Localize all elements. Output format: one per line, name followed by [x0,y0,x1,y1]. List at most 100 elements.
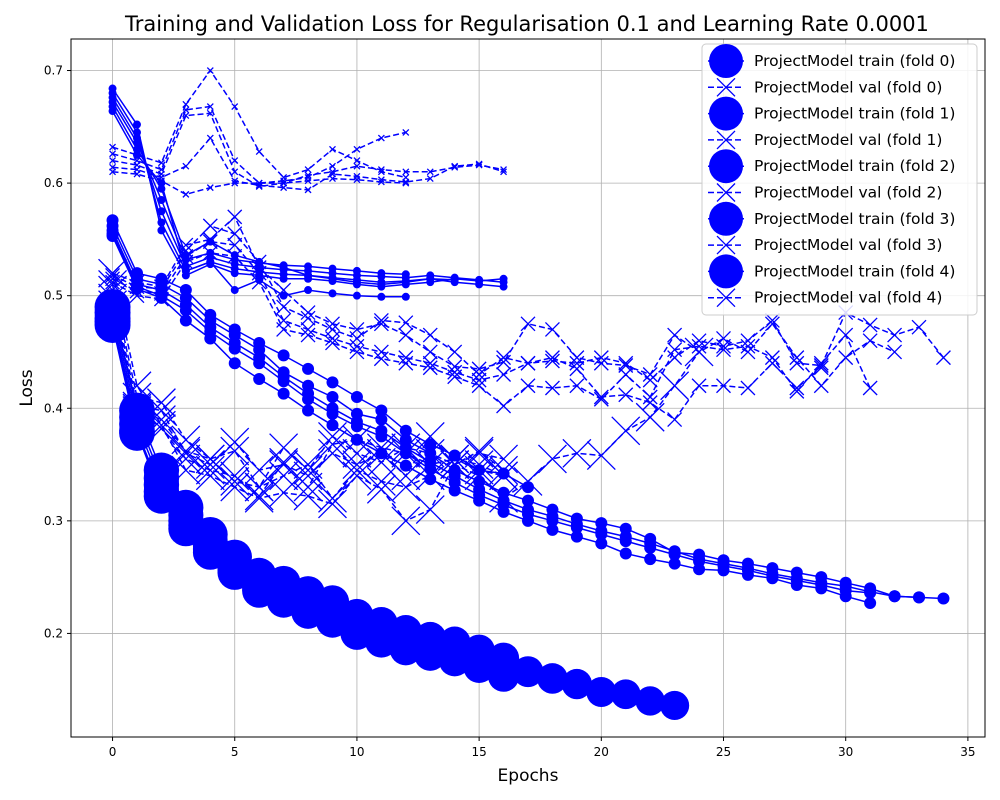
train-point [352,291,361,300]
train-point [668,548,681,561]
train-point [741,568,754,581]
val-point [887,344,903,360]
val-point [293,461,323,491]
train-point [179,314,192,327]
train-point [913,591,926,604]
axis-ticks: 0 5 10 15 20 25 30 35 0.2 0.3 0.4 0.5 0.6 0.7 [44,64,976,759]
val-point [716,378,731,394]
val-point [813,358,829,373]
legend-label: ProjectModel val (fold 0) [754,78,942,96]
val-point [489,444,519,474]
val-point [415,461,445,491]
val-point [398,327,414,343]
legend-train-marker [709,149,743,184]
train-point [570,530,583,543]
train-point [438,644,471,677]
train-point [537,663,568,694]
val-point [426,168,434,176]
val-point [544,350,560,366]
val-point [304,166,312,174]
val-point [496,354,512,370]
train-point [328,274,337,283]
val-point [300,327,316,343]
val-point [500,168,508,176]
val-point [716,338,731,354]
val-point [178,254,194,270]
val-point [489,461,519,491]
train-point [228,357,241,370]
val-point [862,380,878,396]
train-point [815,582,828,595]
val-point [98,269,128,299]
val-point [635,402,665,432]
val-point [220,427,250,457]
train-point [326,419,339,432]
train-point [595,528,608,541]
val-point [220,466,250,496]
val-point [377,166,385,174]
val-point [447,364,463,380]
val-point [171,444,201,474]
val-point [373,351,389,367]
val-point [146,414,176,443]
legend-item: ProjectModel val (fold 3) [708,235,942,255]
val-point [227,237,243,253]
val-point [182,100,190,108]
val-point [109,150,117,158]
val-point [475,160,483,168]
val-point [329,145,336,153]
val-point [353,157,361,165]
train-point [546,514,559,527]
val-series [105,245,878,414]
val-point [500,166,508,174]
train-point [119,415,155,451]
val-point [402,178,410,186]
x-tick-label: 20 [594,745,609,759]
train-point [326,407,339,420]
val-point [489,455,519,485]
train-point [253,357,266,370]
train-point [375,413,388,426]
val-point [740,338,756,354]
val-point [280,179,288,187]
legend-item: ProjectModel val (fold 1) [708,130,942,150]
train-point [94,306,131,343]
val-point [325,335,340,351]
val-point [422,360,438,376]
val-point [544,380,560,396]
train-point [497,505,510,518]
train-point [766,572,779,585]
train-point [644,553,657,566]
x-tick-label: 25 [716,745,731,759]
train-point [610,679,641,710]
train-point [279,263,288,272]
train-point [546,523,559,536]
val-point [740,344,756,360]
val-point [146,405,176,434]
val-point [716,331,731,346]
legend-label: ProjectModel train (fold 1) [754,105,955,123]
val-point [231,103,239,111]
train-point [302,404,315,417]
legend-item: ProjectModel train (fold 0) [708,44,955,78]
val-point [667,342,683,358]
val-point [202,234,218,250]
val-point [593,389,609,405]
val-point [838,350,854,366]
x-tick-label: 35 [960,745,975,759]
val-point [377,134,385,142]
val-point [415,450,445,480]
y-axis-label: Loss [17,369,37,406]
train-point [888,590,901,603]
val-point [202,245,218,261]
train-point [157,207,166,216]
val-point [293,455,323,485]
val-point [269,433,299,463]
val-point [593,391,609,407]
val-point [415,495,445,525]
train-point [328,289,337,298]
val-point [764,355,780,371]
train-point [375,430,388,443]
train-point [181,266,190,275]
x-tick-label: 5 [231,745,239,759]
